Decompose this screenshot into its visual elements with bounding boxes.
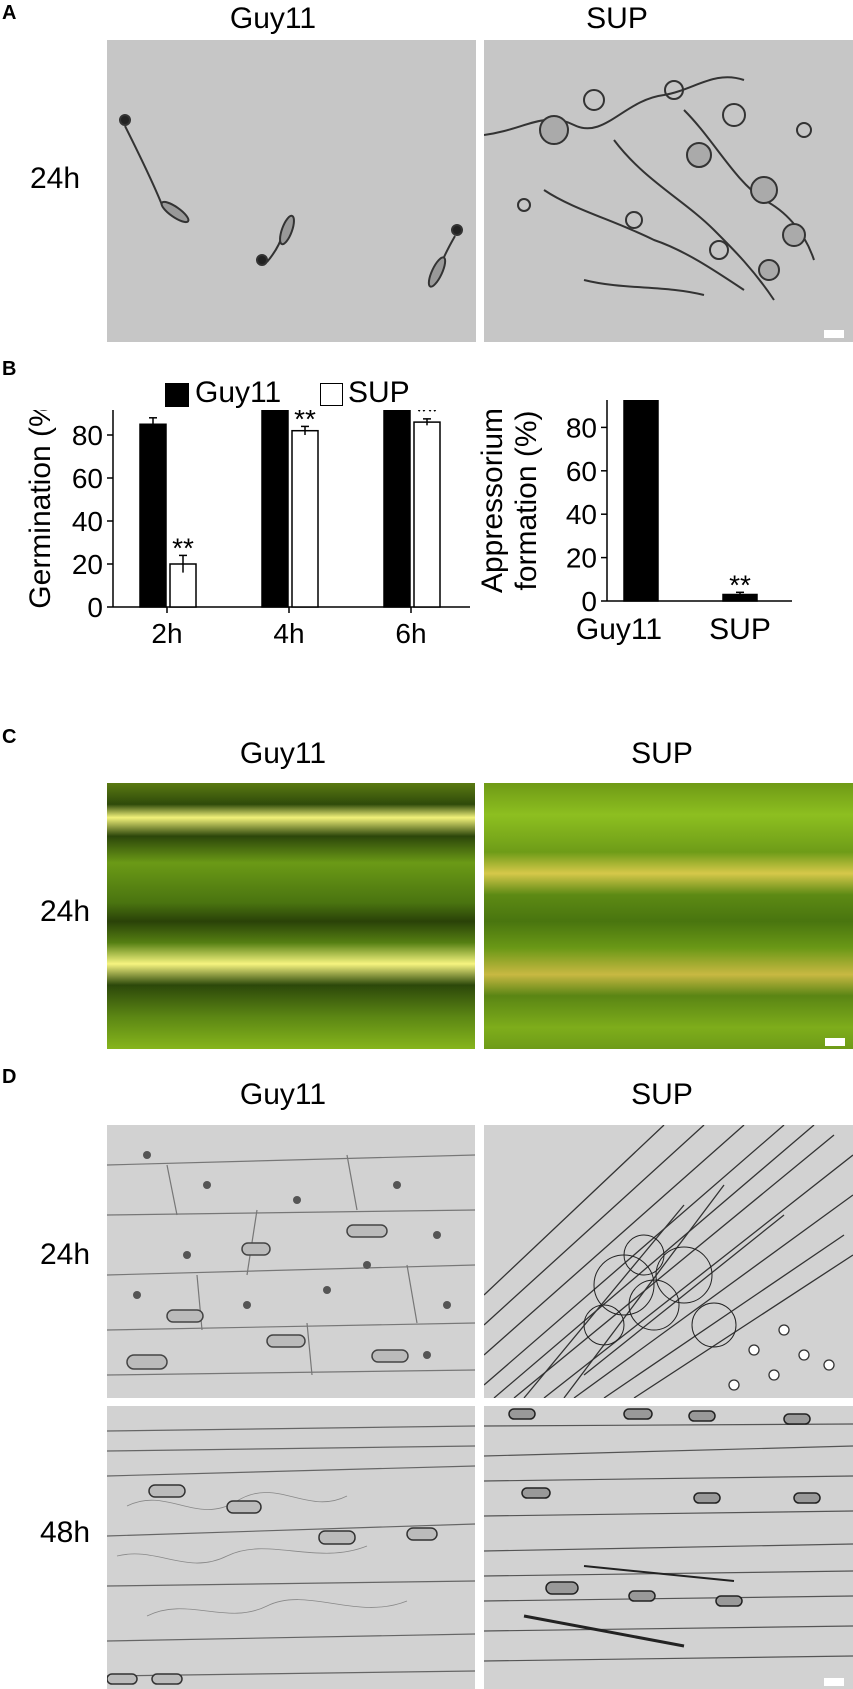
micrograph-c-sup xyxy=(484,783,853,1049)
col-label-guy11: Guy11 xyxy=(239,737,327,770)
chart-appressorium: 020406080100Appressoriumformation (%)Guy… xyxy=(480,400,792,646)
significance-marker: ** xyxy=(416,410,438,427)
y-tick-label: 80 xyxy=(566,412,597,443)
legend-label-guy11: Guy11 xyxy=(195,376,282,409)
leaf-cells-drawing xyxy=(107,1425,475,1685)
leaf-cells-drawing xyxy=(484,1408,853,1662)
micrograph-c-guy11 xyxy=(107,783,475,1049)
scale-bar-d xyxy=(824,1678,844,1686)
y-tick-label: 40 xyxy=(566,499,597,530)
panel-letter-b: B xyxy=(2,358,17,380)
col-label-sup: SUP xyxy=(586,2,648,35)
micrograph-a-sup xyxy=(484,40,853,342)
y-tick-label: 80 xyxy=(72,420,103,451)
bar-guy11-2h xyxy=(139,423,167,608)
row-label-24h: 24h xyxy=(40,895,91,928)
bar-guy11-6h xyxy=(383,410,411,608)
panel-letter-d: D xyxy=(2,1066,17,1088)
y-axis-label-line-1: Appressorium xyxy=(480,408,509,593)
col-label-guy11: Guy11 xyxy=(229,2,317,35)
significance-marker: ** xyxy=(172,532,194,563)
row-label-24h: 24h xyxy=(30,162,81,195)
significance-marker: ** xyxy=(729,569,751,600)
micrograph-d-guy11-48h xyxy=(107,1406,475,1689)
scale-bar-c xyxy=(825,1038,845,1046)
bar-sup-4h xyxy=(291,429,319,608)
legend-swatch-sup xyxy=(320,383,343,406)
col-label-guy11: Guy11 xyxy=(239,1078,327,1111)
micrograph-a-guy11 xyxy=(107,40,476,342)
col-label-sup: SUP xyxy=(631,737,693,770)
y-axis-label-line-2: formation (%) xyxy=(510,410,543,590)
x-tick-label: 2h xyxy=(151,618,182,649)
y-tick-label: 0 xyxy=(581,586,597,617)
bar-guy11 xyxy=(623,400,659,602)
leaf-cells-drawing xyxy=(107,1151,475,1376)
x-tick-label: SUP xyxy=(709,613,771,646)
panel-letter-a: A xyxy=(2,2,17,24)
row-label-48h: 48h xyxy=(40,1516,91,1549)
y-tick-label: 20 xyxy=(72,549,103,580)
scale-bar-a xyxy=(824,330,844,338)
y-tick-label: 40 xyxy=(72,506,103,537)
row-label-24h: 24h xyxy=(40,1238,91,1271)
bar-sup-6h xyxy=(413,421,441,608)
y-axis-label: Germination (%) xyxy=(24,410,57,609)
y-tick-label: 0 xyxy=(87,592,103,623)
legend-swatch-guy11 xyxy=(165,383,189,407)
x-tick-label: 6h xyxy=(395,618,426,649)
panel-letter-c: C xyxy=(2,726,17,748)
micrograph-d-guy11-24h xyxy=(107,1125,475,1398)
x-tick-label: Guy11 xyxy=(576,613,662,646)
x-tick-label: 4h xyxy=(273,618,304,649)
hyphae-mass-drawing xyxy=(484,1125,853,1398)
col-label-sup: SUP xyxy=(631,1078,693,1111)
significance-marker: ** xyxy=(294,410,316,434)
y-tick-label: 60 xyxy=(566,456,597,487)
y-tick-label: 20 xyxy=(566,543,597,574)
y-tick-label: 60 xyxy=(72,463,103,494)
hyphae-drawing xyxy=(484,76,815,301)
micrograph-d-sup-48h xyxy=(484,1406,853,1689)
legend-label-sup: SUP xyxy=(348,376,410,409)
micrograph-d-sup-24h xyxy=(484,1125,853,1398)
bar-guy11-4h xyxy=(261,410,289,608)
conidia-drawing xyxy=(119,114,463,288)
